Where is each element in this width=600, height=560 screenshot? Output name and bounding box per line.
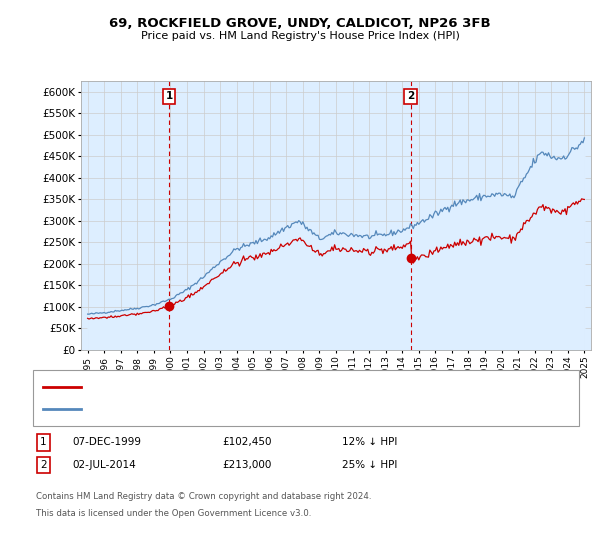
Text: 2: 2	[40, 460, 47, 470]
Text: 02-JUL-2014: 02-JUL-2014	[72, 460, 136, 470]
Text: 1: 1	[166, 91, 173, 101]
Text: 07-DEC-1999: 07-DEC-1999	[72, 437, 141, 447]
Text: This data is licensed under the Open Government Licence v3.0.: This data is licensed under the Open Gov…	[36, 509, 311, 518]
Text: 1: 1	[40, 437, 47, 447]
Text: £213,000: £213,000	[222, 460, 271, 470]
Text: 25% ↓ HPI: 25% ↓ HPI	[342, 460, 397, 470]
Text: Price paid vs. HM Land Registry's House Price Index (HPI): Price paid vs. HM Land Registry's House …	[140, 31, 460, 41]
Text: 2: 2	[407, 91, 414, 101]
Text: 69, ROCKFIELD GROVE, UNDY, CALDICOT, NP26 3FB (detached house): 69, ROCKFIELD GROVE, UNDY, CALDICOT, NP2…	[87, 381, 431, 391]
Text: HPI: Average price, detached house, Monmouthshire: HPI: Average price, detached house, Monm…	[87, 404, 344, 414]
Text: Contains HM Land Registry data © Crown copyright and database right 2024.: Contains HM Land Registry data © Crown c…	[36, 492, 371, 501]
Text: £102,450: £102,450	[222, 437, 271, 447]
Text: 12% ↓ HPI: 12% ↓ HPI	[342, 437, 397, 447]
Text: 69, ROCKFIELD GROVE, UNDY, CALDICOT, NP26 3FB: 69, ROCKFIELD GROVE, UNDY, CALDICOT, NP2…	[109, 17, 491, 30]
